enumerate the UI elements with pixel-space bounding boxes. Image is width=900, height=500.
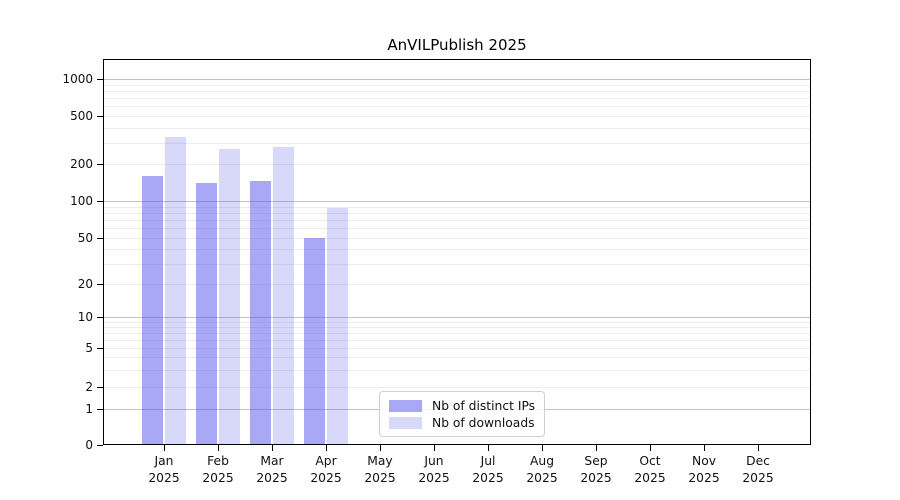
grid-line-minor [104, 212, 810, 214]
grid-line-minor [104, 142, 810, 144]
y-tick-mark [97, 201, 103, 202]
y-tick-label: 0 [85, 437, 93, 452]
grid-line-minor [104, 357, 810, 359]
y-tick-label: 50 [77, 231, 93, 245]
grid-line-minor [104, 387, 810, 388]
y-tick-label: 1 [85, 401, 93, 416]
x-tick-mark [704, 444, 705, 451]
bar-downloads [219, 149, 240, 444]
bar-distinct-ips [304, 238, 325, 444]
y-tick-mark [97, 444, 103, 446]
y-tick-label: 2 [85, 380, 93, 394]
x-tick-mark [488, 444, 489, 451]
x-tick-mark [164, 444, 165, 451]
x-tick-label: Jan 2025 [148, 453, 180, 485]
x-tick-mark [434, 444, 435, 451]
x-tick-label: Feb 2025 [202, 453, 234, 485]
x-tick-label: Apr 2025 [310, 453, 342, 485]
grid-line-minor [104, 339, 810, 341]
x-tick-mark [650, 444, 651, 451]
x-tick-label: Jun 2025 [418, 453, 450, 485]
y-tick-mark [97, 317, 103, 318]
y-tick-label: 200 [70, 157, 93, 171]
legend-swatch-distinct-ips-icon [389, 400, 422, 412]
y-tick-mark [97, 238, 103, 239]
bar-downloads [273, 147, 294, 444]
grid-line-minor [104, 326, 810, 328]
grid-line-minor [104, 348, 810, 349]
y-tick-mark [97, 408, 103, 410]
y-tick-label: 500 [70, 109, 93, 123]
y-tick-mark [97, 387, 103, 388]
grid-line-major [104, 201, 810, 202]
y-tick-label: 5 [85, 341, 93, 355]
grid-line-minor [104, 164, 810, 165]
y-tick-mark [97, 164, 103, 165]
y-tick-mark [97, 348, 103, 349]
legend-swatch-downloads-icon [389, 417, 422, 429]
legend-entry-distinct-ips: Nb of distinct IPs [389, 398, 535, 414]
bar-downloads [327, 207, 348, 444]
x-tick-mark [758, 444, 759, 451]
y-tick-mark [97, 79, 103, 80]
x-tick-label: Dec 2025 [742, 453, 774, 485]
grid-line-minor [104, 321, 810, 323]
legend: Nb of distinct IPs Nb of downloads [379, 391, 545, 437]
plot-area [103, 59, 811, 445]
legend-entry-downloads: Nb of downloads [389, 415, 535, 431]
bar-distinct-ips [142, 175, 163, 444]
grid-line-minor [104, 249, 810, 251]
grid-line-minor [104, 228, 810, 230]
bar-distinct-ips [250, 181, 271, 444]
x-tick-label: Sep 2025 [580, 453, 612, 485]
x-tick-mark [326, 444, 327, 451]
grid-line-minor [104, 127, 810, 129]
x-tick-label: Jul 2025 [472, 453, 504, 485]
x-tick-label: May 2025 [364, 453, 396, 485]
chart-title: AnVILPublish 2025 [387, 36, 527, 54]
grid-line-minor [104, 116, 810, 117]
x-tick-label: Mar 2025 [256, 453, 288, 485]
x-tick-label: Aug 2025 [526, 453, 558, 485]
grid-line-minor [104, 90, 810, 92]
x-tick-mark [542, 444, 543, 451]
grid-line-minor [104, 369, 810, 371]
grid-line-minor [104, 206, 810, 208]
grid-line-minor [104, 98, 810, 100]
grid-line-minor [104, 284, 810, 285]
x-tick-mark [380, 444, 381, 451]
grid-line-minor [104, 220, 810, 222]
bar-downloads [165, 136, 186, 444]
grid-line-minor [104, 332, 810, 334]
y-tick-label: 20 [77, 277, 93, 291]
y-tick-label: 10 [77, 310, 93, 324]
x-tick-mark [218, 444, 219, 451]
y-tick-label: 1000 [62, 72, 93, 86]
x-tick-label: Nov 2025 [688, 453, 720, 485]
legend-label-distinct-ips: Nb of distinct IPs [432, 399, 536, 413]
grid-line-minor [104, 84, 810, 86]
grid-line-minor [104, 238, 810, 239]
grid-line-major [104, 79, 810, 80]
x-tick-mark [272, 444, 273, 451]
grid-line-minor [104, 263, 810, 265]
x-tick-mark [596, 444, 597, 451]
y-tick-mark [97, 284, 103, 285]
legend-label-downloads: Nb of downloads [432, 416, 535, 430]
bar-distinct-ips [196, 183, 217, 444]
grid-line-major [104, 317, 810, 318]
x-tick-label: Oct 2025 [634, 453, 666, 485]
y-tick-label: 100 [70, 194, 93, 208]
grid-line-minor [104, 106, 810, 108]
y-tick-mark [97, 116, 103, 117]
